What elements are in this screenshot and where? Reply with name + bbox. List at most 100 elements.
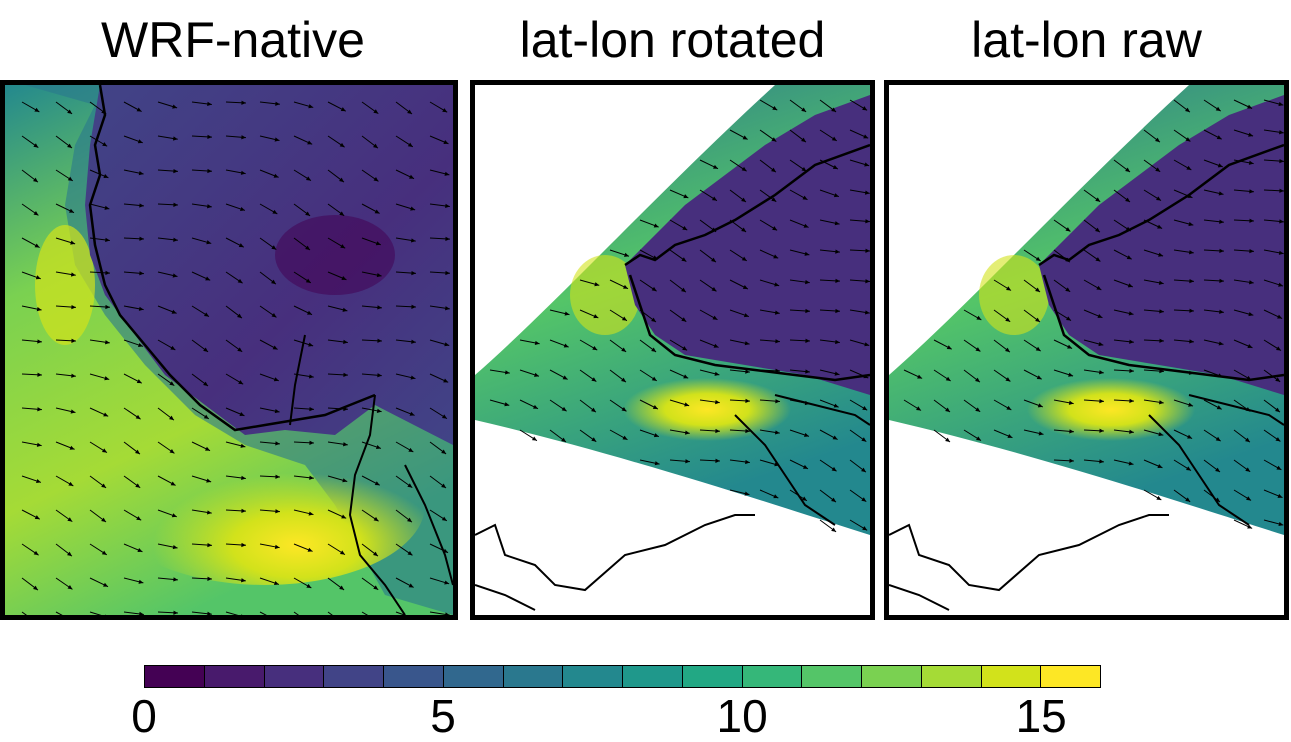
wind-arrow-head bbox=[103, 412, 109, 417]
wind-arrow-head bbox=[1099, 398, 1104, 404]
wind-arrow-head bbox=[1186, 165, 1192, 170]
wind-arrow-head bbox=[1188, 402, 1194, 407]
wind-arrow-head bbox=[834, 221, 840, 226]
wind-arrow-head bbox=[101, 550, 107, 555]
wind-arrow-head bbox=[241, 135, 246, 140]
wind-arrow-head bbox=[1189, 308, 1194, 313]
wind-arrow-head bbox=[441, 516, 447, 521]
wind-arrow-head bbox=[621, 407, 627, 412]
wind-arrow-head bbox=[376, 408, 382, 413]
wind-arrow-head bbox=[342, 307, 348, 312]
wind-arrow-head bbox=[801, 496, 807, 501]
wind-arrow-head bbox=[833, 193, 839, 198]
wind-arrow-head bbox=[173, 202, 178, 207]
wind-arrow-head bbox=[741, 197, 746, 203]
wind-arrow-head bbox=[136, 379, 142, 384]
wind-arrow-head bbox=[237, 347, 243, 352]
wind-arrow-head bbox=[801, 107, 807, 112]
coastal-jet bbox=[979, 255, 1049, 335]
wind-arrow-head bbox=[917, 374, 923, 379]
wind-arrow-head bbox=[621, 347, 627, 352]
wind-arrow-head bbox=[203, 312, 209, 317]
wind-arrow-head bbox=[1215, 497, 1221, 502]
wind-arrow-head bbox=[239, 412, 245, 416]
wind-arrow-head bbox=[1129, 398, 1134, 404]
wind-arrow-head bbox=[1249, 218, 1254, 223]
wind-arrow-head bbox=[1279, 188, 1284, 193]
wind-arrow-head bbox=[1125, 197, 1131, 202]
wind-arrow-head bbox=[1068, 400, 1074, 405]
wind-arrow bbox=[361, 611, 369, 615]
wind-arrow-head bbox=[774, 462, 780, 467]
wind-arrow-head bbox=[1219, 278, 1224, 284]
wind-arrow-head bbox=[409, 411, 415, 416]
wind-arrow-head bbox=[274, 408, 280, 414]
wind-arrow-head bbox=[1246, 375, 1252, 380]
wind-arrow-head bbox=[373, 109, 379, 114]
wind-arrow-head bbox=[1216, 405, 1222, 410]
wind-arrow-head bbox=[1275, 437, 1281, 442]
wind-arrow-head bbox=[238, 380, 244, 385]
wind-arrow-head bbox=[1218, 191, 1224, 196]
wind-arrow-head bbox=[1275, 407, 1280, 413]
wind-arrow-head bbox=[1129, 339, 1134, 344]
wind-arrow-head bbox=[1067, 344, 1073, 349]
wind-arrow-head bbox=[685, 459, 690, 464]
colorbar-segment bbox=[1041, 666, 1100, 687]
coastline-denmark bbox=[734, 394, 870, 526]
wind-arrow-head bbox=[533, 404, 539, 409]
wind-arrow-head bbox=[534, 372, 539, 377]
wind-arrow-head bbox=[71, 304, 76, 310]
wind-arrow-head bbox=[407, 109, 413, 114]
wind-arrow-head bbox=[1036, 375, 1042, 380]
wind-arrow-head bbox=[241, 578, 246, 583]
wind-arrow-head bbox=[37, 372, 42, 377]
wind-arrow-head bbox=[832, 435, 838, 440]
wind-arrow-head bbox=[375, 444, 381, 450]
wind-arrow-head bbox=[375, 241, 381, 246]
wind-arrow-head bbox=[411, 304, 416, 309]
wind-arrow-head bbox=[172, 544, 178, 550]
wind-arrow-head bbox=[173, 610, 178, 615]
wind-arrow bbox=[55, 611, 63, 615]
wind-arrow-head bbox=[137, 139, 143, 144]
wind-arrow-head bbox=[410, 375, 416, 380]
wind-arrow-head bbox=[411, 270, 416, 276]
wind-arrow-head bbox=[445, 270, 450, 276]
wind-arrow-head bbox=[594, 282, 600, 287]
wind-arrow-head bbox=[136, 107, 142, 112]
wind-arrow-head bbox=[343, 406, 348, 412]
wind-arrow-head bbox=[373, 177, 379, 182]
wind-arrow-head bbox=[274, 544, 280, 549]
wind-arrow-head bbox=[802, 464, 808, 469]
wind-arrow-head bbox=[443, 378, 449, 383]
map-panel-wrf-native bbox=[0, 80, 458, 620]
wind-arrow-head bbox=[137, 548, 143, 552]
wind-arrow-head bbox=[305, 211, 311, 216]
wind-arrow-head bbox=[1037, 403, 1043, 408]
coastal-jet bbox=[35, 225, 95, 345]
wind-arrow-head bbox=[865, 219, 870, 224]
wind-arrow-head bbox=[68, 481, 74, 486]
wind-arrow-head bbox=[835, 308, 840, 314]
wind-arrow-head bbox=[1156, 196, 1162, 201]
wind-arrow-head bbox=[307, 140, 313, 145]
wind-arrow-head bbox=[771, 197, 777, 202]
wind-arrow-head bbox=[1035, 317, 1041, 322]
colorbar-segment bbox=[443, 666, 504, 687]
wind-arrow-head bbox=[271, 279, 276, 285]
wind-arrow-head bbox=[1158, 431, 1164, 437]
wind-arrow-head bbox=[504, 370, 510, 375]
wind-arrow-head bbox=[407, 483, 413, 488]
wind-arrow-head bbox=[305, 278, 311, 283]
wind-arrow-head bbox=[1005, 347, 1010, 353]
wind-arrow-head bbox=[1129, 368, 1134, 374]
wind-arrow-head bbox=[305, 176, 311, 181]
wind-arrow-head bbox=[70, 240, 76, 245]
wind-arrow-head bbox=[774, 430, 780, 435]
wind-arrow-head bbox=[343, 372, 348, 378]
colorbar-segment bbox=[264, 666, 325, 687]
wind-arrow-head bbox=[377, 373, 382, 378]
wind-arrow-head bbox=[1185, 107, 1190, 113]
wind-arrow-head bbox=[714, 371, 720, 376]
